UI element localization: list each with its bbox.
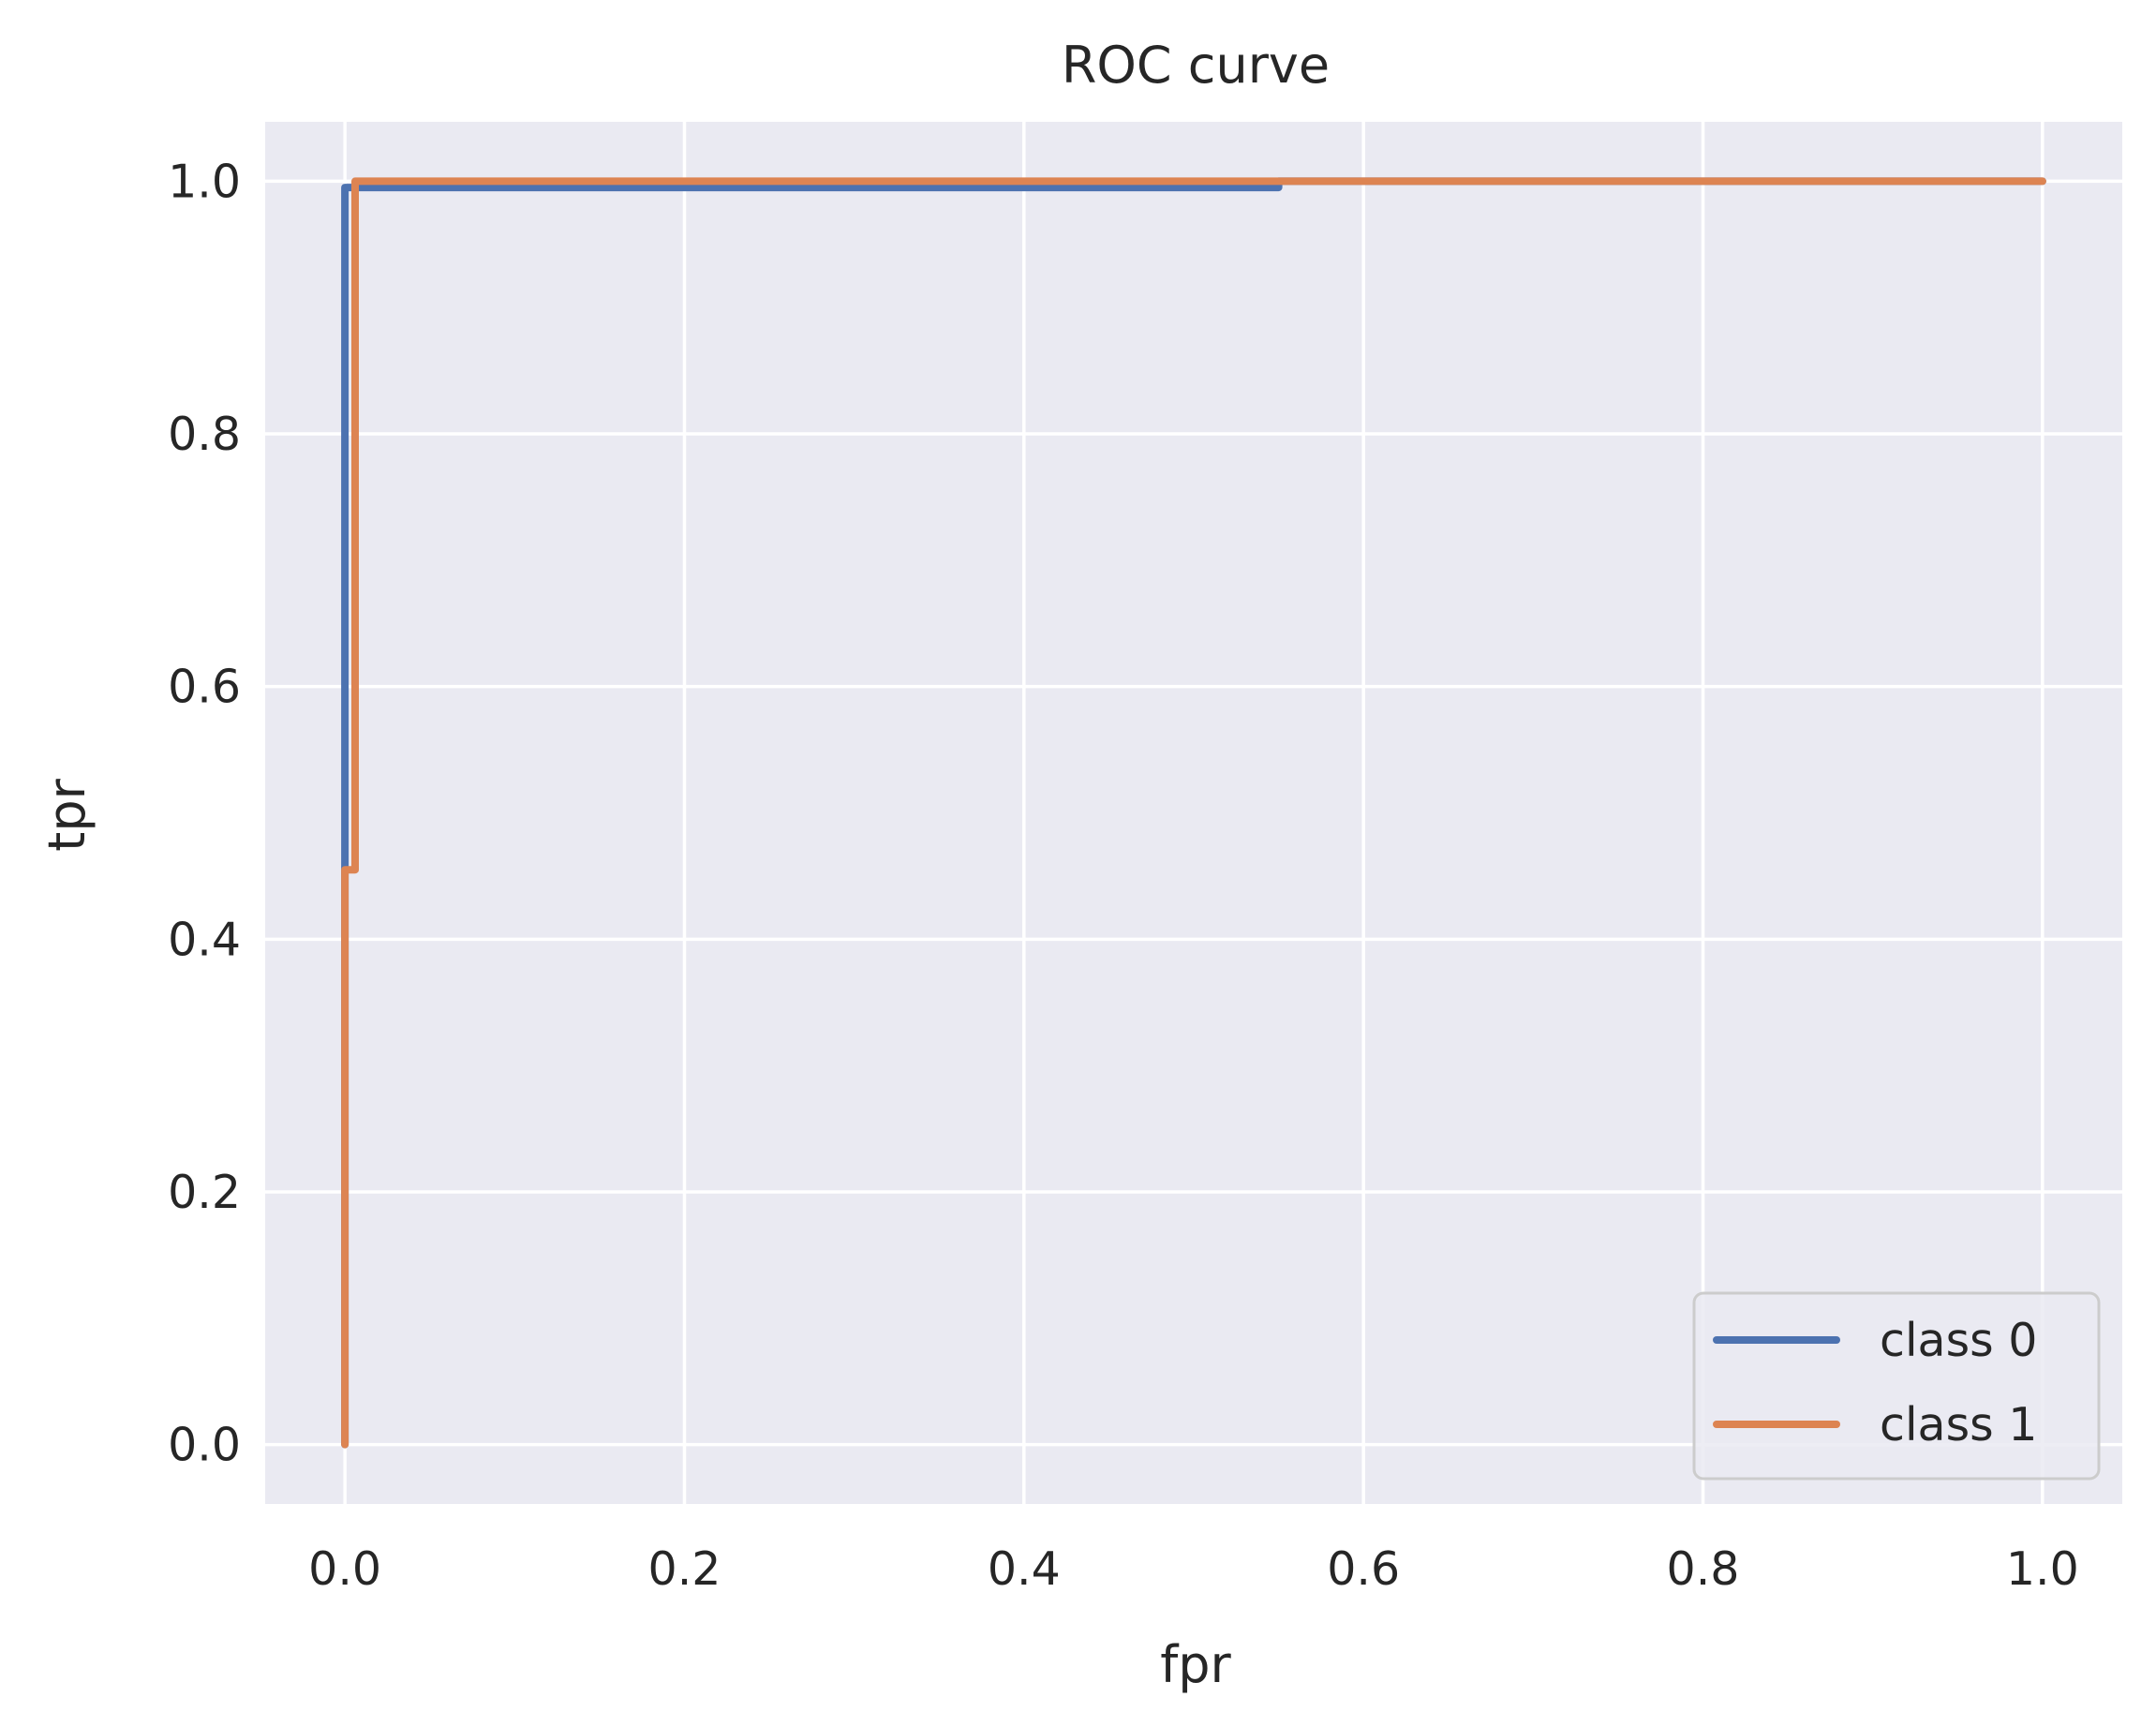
y-tick-label: 0.2 [168, 1166, 241, 1219]
x-tick-label: 1.0 [2006, 1542, 2079, 1596]
y-tick-label: 0.0 [168, 1419, 241, 1472]
x-tick-labels: 0.0 0.2 0.4 0.6 0.8 1.0 [308, 1542, 2079, 1596]
x-axis-label: fpr [1160, 1635, 1231, 1694]
series-line-1 [341, 177, 2046, 1449]
x-tick-label: 0.4 [988, 1542, 1061, 1596]
series-lines [341, 177, 2046, 1449]
legend-label: class 0 [1880, 1314, 2037, 1367]
x-tick-label: 0.8 [1667, 1542, 1740, 1596]
y-tick-labels: 0.0 0.2 0.4 0.6 0.8 1.0 [168, 155, 241, 1471]
y-tick-label: 0.8 [168, 408, 241, 461]
chart-title: ROC curve [1062, 36, 1330, 95]
y-tick-label: 1.0 [168, 155, 241, 208]
y-tick-label: 0.4 [168, 913, 241, 966]
x-tick-label: 0.6 [1327, 1542, 1400, 1596]
legend-label: class 1 [1880, 1398, 2037, 1452]
legend: class 0 class 1 [1692, 1291, 2101, 1481]
y-axis-label: tpr [37, 778, 97, 851]
plot-area [265, 122, 2122, 1504]
x-tick-label: 0.0 [308, 1542, 381, 1596]
x-tick-label: 0.2 [648, 1542, 721, 1596]
y-tick-label: 0.6 [168, 661, 241, 714]
